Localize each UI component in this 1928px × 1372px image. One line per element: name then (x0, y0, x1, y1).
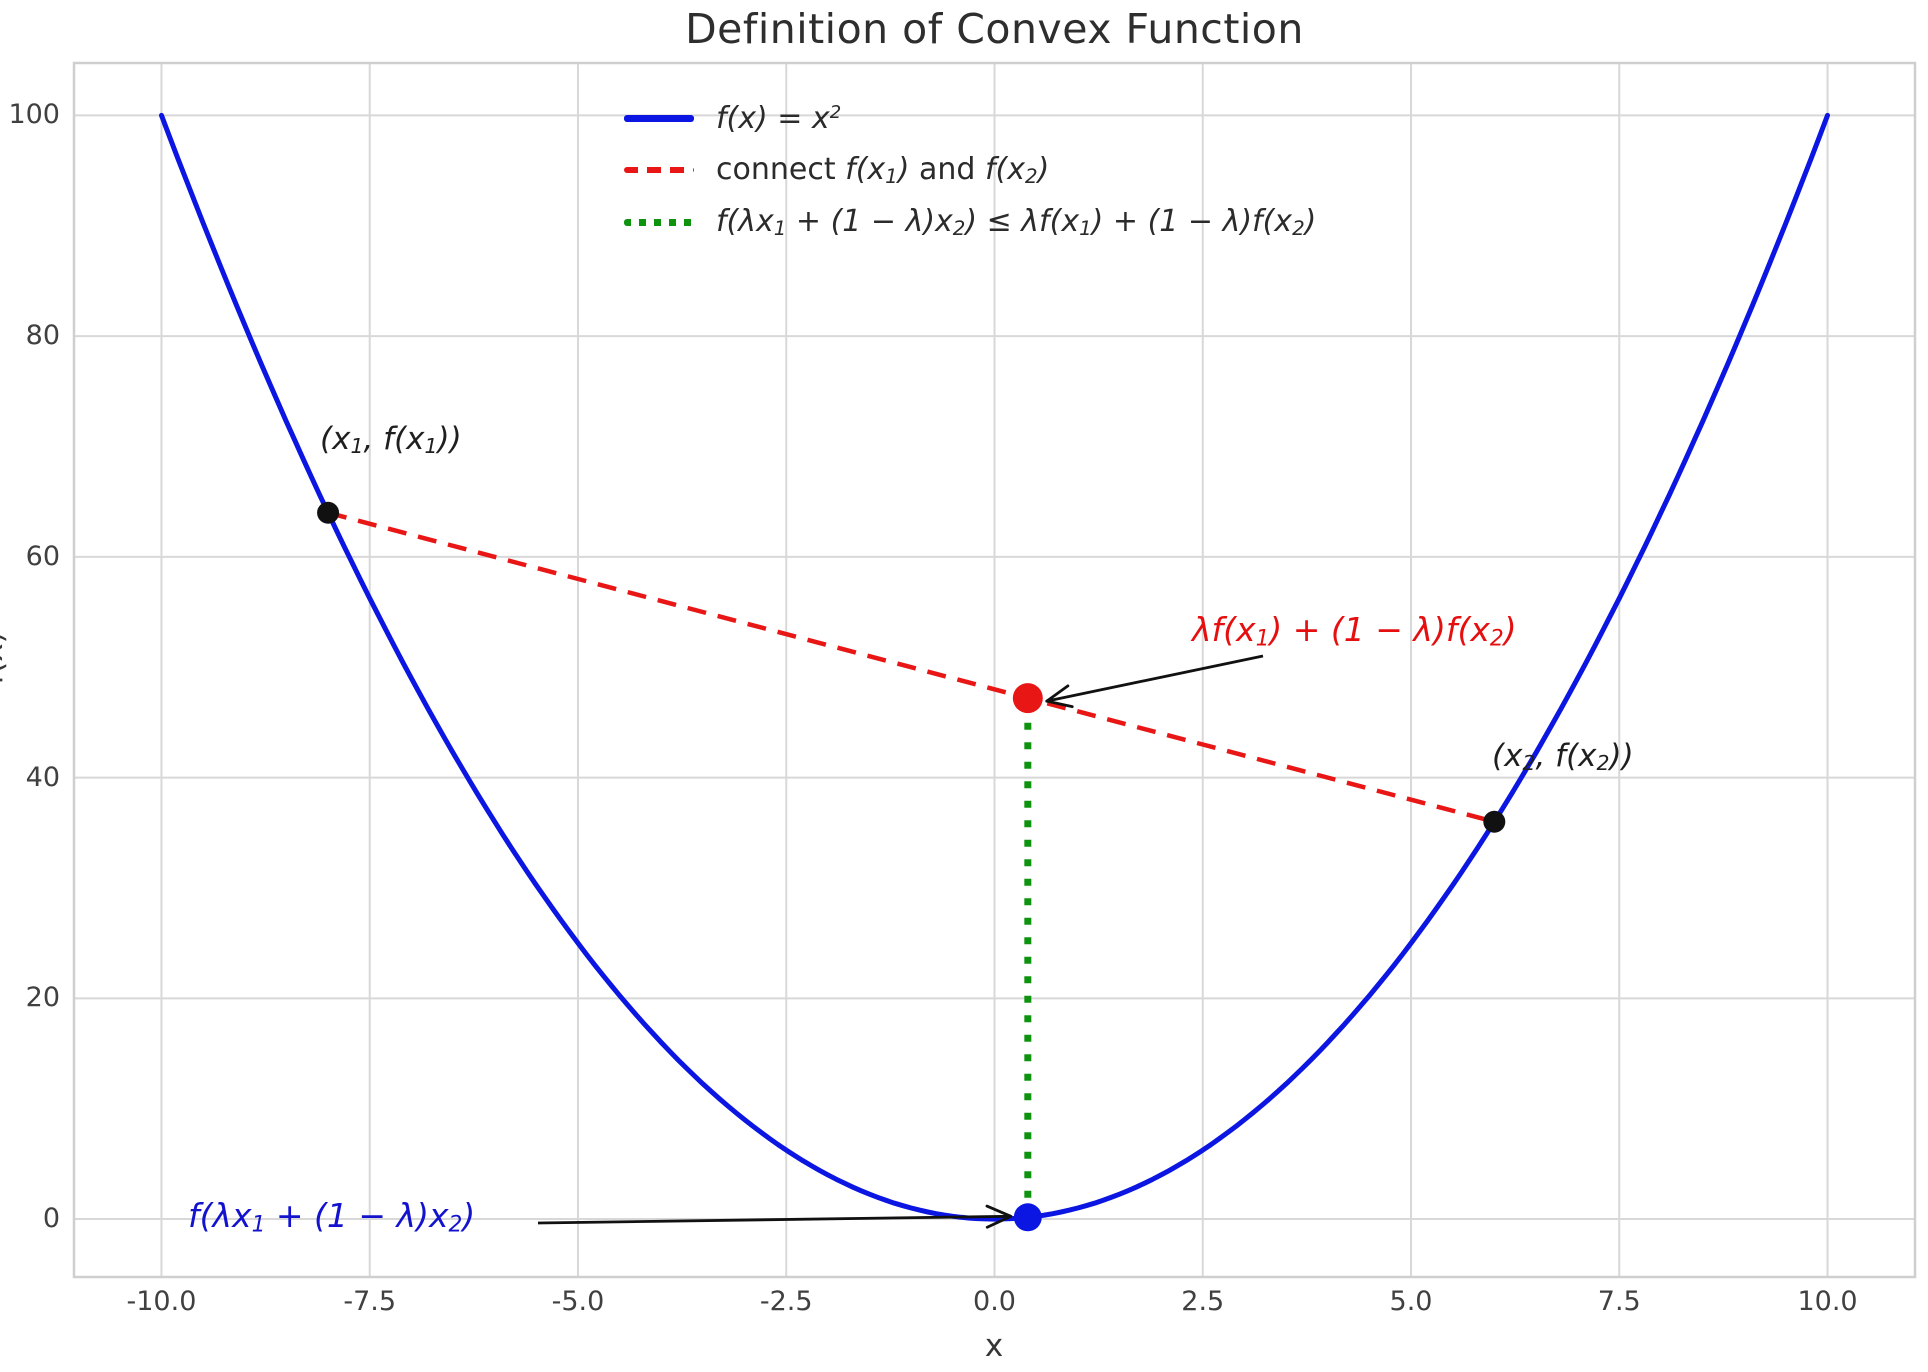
annotation-arrowhead (1045, 699, 1074, 709)
y-tick-label: 60 (25, 540, 60, 572)
x-tick-label: -7.5 (343, 1286, 397, 1317)
annotation-chord-value: λf(x1) + (1 − λ)f(x2) (1192, 610, 1517, 652)
legend-entry: f(x) = x2 (624, 92, 1316, 144)
chart-title: Definition of Convex Function (685, 5, 1304, 53)
chord-line (327, 510, 1495, 824)
point-label-x2: (x2, f(x2)) (1492, 738, 1634, 776)
x-tick-label: 0.0 (973, 1286, 1016, 1317)
x-axis-label: x (984, 1328, 1004, 1364)
legend-label: connect f(x1) and f(x2) (716, 152, 1050, 188)
legend-sample-dashed-line (624, 167, 694, 173)
annotation-arrow (1046, 654, 1264, 703)
x-tick-label: -10.0 (126, 1286, 197, 1317)
x-tick-label: 10.0 (1797, 1286, 1858, 1317)
y-tick-label: 0 (42, 1203, 60, 1235)
x-tick-label: -5.0 (551, 1286, 605, 1317)
y-tick-label: 40 (25, 761, 60, 793)
point-chord (1012, 683, 1043, 714)
y-tick-label: 80 (25, 320, 60, 352)
y-tick-label: 20 (25, 982, 60, 1014)
point-x1 (317, 501, 340, 524)
y-tick-label: 100 (8, 99, 60, 131)
annotation-arrowhead (985, 1214, 1013, 1229)
annotation-arrow (537, 1214, 1011, 1225)
x-tick-label: 5.0 (1389, 1286, 1433, 1317)
legend-label: f(x) = x2 (716, 100, 842, 136)
annotation-arrowhead (1045, 684, 1070, 703)
parabola-curve (159, 112, 1830, 1222)
x-tick-label: 2.5 (1181, 1286, 1225, 1317)
point-x2 (1483, 810, 1506, 833)
legend-label: f(λx1 + (1 − λ)x2) ≤ λf(x1) + (1 − λ)f(x… (716, 204, 1317, 240)
x-tick-label: -2.5 (759, 1286, 813, 1317)
point-label-x1: (x1, f(x1)) (320, 421, 462, 459)
legend: f(x) = x2 connect f(x1) and f(x2) f(λx1 + … (624, 92, 1316, 248)
y-axis-label: f(x) (0, 631, 10, 685)
legend-entry: f(λx1 + (1 − λ)x2) ≤ λf(x1) + (1 − λ)f(x… (624, 196, 1316, 248)
annotation-curve-value: f(λx1 + (1 − λ)x2) (188, 1196, 476, 1238)
legend-entry: connect f(x1) and f(x2) (624, 144, 1316, 196)
point-curve (1013, 1203, 1042, 1232)
x-tick-label: 7.5 (1597, 1286, 1641, 1317)
annotation-arrowhead (985, 1204, 1013, 1218)
legend-sample-solid-line (624, 114, 694, 122)
legend-sample-dotted-line (624, 218, 694, 226)
plot-border (72, 61, 1917, 1279)
